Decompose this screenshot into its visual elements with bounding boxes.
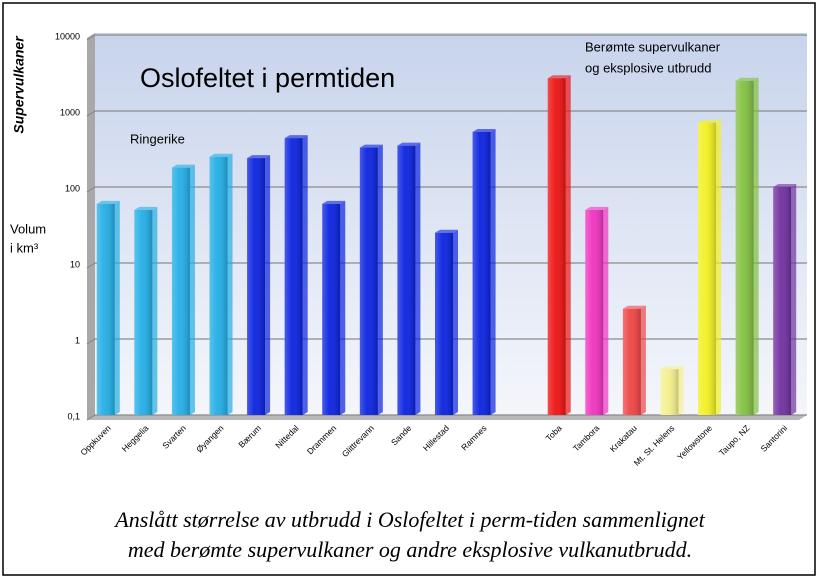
bar-shine bbox=[284, 138, 303, 415]
bar-top bbox=[359, 144, 383, 148]
caption: med berømte supervulkaner og andre ekspl… bbox=[128, 537, 692, 562]
bar-shine bbox=[773, 187, 792, 415]
bar-top bbox=[247, 155, 271, 159]
group-note: Berømte supervulkaner bbox=[585, 39, 721, 54]
bar-shine bbox=[209, 156, 228, 415]
bar-side bbox=[791, 184, 797, 415]
bar-shine bbox=[735, 80, 754, 415]
bar-shine bbox=[247, 158, 266, 415]
bar-shine bbox=[134, 209, 153, 415]
bar-side bbox=[189, 164, 195, 415]
bar-side bbox=[565, 75, 571, 415]
bar-top bbox=[397, 142, 421, 146]
bar-side bbox=[678, 366, 684, 415]
bar-side bbox=[415, 142, 421, 416]
bar-shine bbox=[359, 147, 378, 415]
bars bbox=[96, 75, 797, 416]
bar-shine bbox=[397, 145, 416, 416]
caption: Anslått størrelse av utbrudd i Oslofelte… bbox=[113, 507, 705, 532]
bar-side bbox=[753, 77, 759, 415]
bar-shine bbox=[435, 232, 453, 415]
bar-top bbox=[773, 184, 797, 187]
floor bbox=[87, 415, 807, 420]
grid-line bbox=[86, 34, 807, 41]
bar-side bbox=[114, 200, 120, 415]
bar-side bbox=[227, 153, 233, 415]
bar-side bbox=[453, 229, 458, 415]
bar-side bbox=[152, 206, 158, 415]
bar-side bbox=[640, 305, 646, 415]
bar-shine bbox=[472, 131, 491, 416]
bar-shine bbox=[96, 203, 115, 415]
bar-top bbox=[435, 229, 458, 233]
bar-top bbox=[622, 305, 646, 309]
bar-top bbox=[209, 153, 233, 157]
bar-shine bbox=[698, 122, 717, 415]
bar-shine bbox=[322, 203, 341, 415]
bar-side bbox=[340, 200, 346, 415]
bar-top bbox=[284, 135, 308, 139]
bar-shine bbox=[660, 369, 679, 415]
bar-shine bbox=[547, 78, 566, 415]
bar-top bbox=[134, 206, 158, 210]
bar-side bbox=[490, 128, 496, 416]
bar-shine bbox=[585, 209, 604, 415]
bar-side bbox=[265, 155, 271, 415]
bar-top bbox=[472, 128, 496, 132]
unit-label: Volum bbox=[10, 221, 46, 236]
bar-side bbox=[377, 144, 383, 415]
bar-side bbox=[603, 206, 609, 415]
grid-line bbox=[86, 414, 807, 421]
bar-top bbox=[96, 200, 120, 204]
y-tick-label: 1000 bbox=[60, 107, 80, 117]
bar-shine bbox=[622, 308, 641, 415]
bar-top bbox=[322, 200, 346, 204]
bar-top bbox=[547, 75, 571, 79]
y-tick-label: 100 bbox=[65, 183, 80, 193]
annotation: Ringerike bbox=[130, 131, 185, 146]
unit-label: i km³ bbox=[10, 240, 39, 255]
bar-top bbox=[735, 77, 759, 81]
y-tick-label: 10 bbox=[70, 259, 80, 269]
y-tick-label: 10000 bbox=[55, 31, 80, 41]
bar-top bbox=[171, 164, 195, 168]
bar-side bbox=[716, 119, 722, 415]
y-axis-label: Supervulkaner bbox=[11, 35, 27, 134]
y-tick-label: 0,1 bbox=[67, 411, 80, 421]
group-note: og eksplosive utbrudd bbox=[585, 60, 711, 75]
chart-title: Oslofeltet i permtiden bbox=[140, 63, 395, 93]
bar-shine bbox=[171, 167, 190, 415]
bar-top bbox=[585, 206, 609, 210]
bar-top bbox=[660, 366, 684, 370]
bar-top bbox=[698, 119, 722, 123]
y-tick-label: 1 bbox=[75, 335, 80, 345]
side-wall bbox=[87, 33, 95, 420]
bar-side bbox=[302, 135, 308, 415]
